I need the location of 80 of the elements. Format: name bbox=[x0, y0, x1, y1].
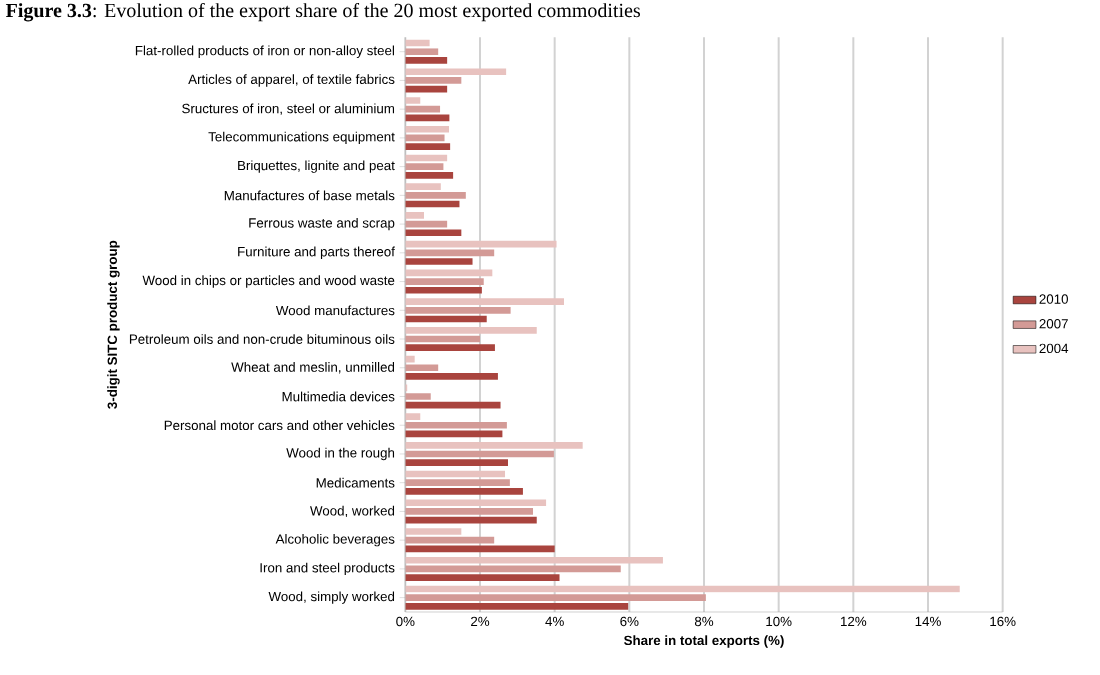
bar bbox=[405, 212, 424, 219]
x-axis-title: Share in total exports (%) bbox=[623, 635, 784, 648]
bar bbox=[405, 459, 508, 467]
y-tick-label: Articles of apparel, of textile fabrics bbox=[188, 74, 395, 87]
bar bbox=[405, 450, 554, 458]
x-tick-label: 16% bbox=[990, 616, 1016, 627]
legend-label: 2007 bbox=[1039, 319, 1068, 329]
bar bbox=[405, 172, 454, 179]
bar bbox=[405, 585, 960, 593]
y-tick-label: Petroleum oils and non-crude bituminous oils bbox=[129, 334, 395, 345]
bar bbox=[405, 287, 482, 294]
bar bbox=[405, 68, 507, 76]
bar bbox=[405, 344, 495, 352]
y-tick-label: Wood in chips or particles and wood waste bbox=[142, 275, 395, 288]
y-tick-label: Medicaments bbox=[316, 477, 395, 488]
y-tick-label: Wood manufactures bbox=[275, 305, 395, 316]
bar bbox=[405, 516, 537, 524]
y-tick-label: Personal motor cars and other vehicles bbox=[164, 420, 395, 431]
bar bbox=[405, 258, 473, 265]
y-tick-label: Sructures of iron, steel or aluminium bbox=[182, 103, 395, 116]
chart-title: Figure 3.3: Evolution of the export share of the 20 most exported commodities bbox=[5, 3, 640, 22]
bar bbox=[405, 229, 462, 237]
y-tick-label: Flat-rolled products of iron or non-alloy steel bbox=[135, 45, 394, 59]
y-tick-label: Wood, worked bbox=[310, 505, 395, 518]
bar bbox=[405, 574, 560, 582]
bar bbox=[405, 97, 421, 105]
bar bbox=[405, 402, 501, 409]
bar bbox=[405, 327, 537, 334]
y-tick-label: Wood in the rough bbox=[286, 447, 395, 461]
y-tick-label: Iron and steel products bbox=[260, 562, 395, 576]
bar bbox=[405, 163, 444, 171]
y-tick-label: Ferrous waste and scrap bbox=[249, 218, 395, 231]
bar bbox=[405, 488, 523, 495]
y-tick-label: Wood, simply worked bbox=[268, 591, 395, 605]
bar bbox=[405, 298, 564, 306]
legend-label: 2004 bbox=[1039, 343, 1069, 354]
x-tick-label: 6% bbox=[620, 616, 639, 627]
bar bbox=[405, 143, 451, 151]
y-tick-label: Briquettes, lignite and peat bbox=[238, 160, 395, 174]
bar bbox=[405, 315, 487, 323]
y-tick-label: Telecommunications equipment bbox=[208, 131, 395, 145]
bar bbox=[405, 114, 450, 122]
x-tick-label: 8% bbox=[694, 616, 714, 627]
bar bbox=[405, 528, 462, 535]
bar bbox=[405, 364, 439, 372]
bar bbox=[405, 307, 511, 314]
bar bbox=[405, 126, 450, 133]
y-tick-label: Manufactures of base metals bbox=[224, 190, 395, 201]
bar bbox=[405, 77, 462, 84]
bar bbox=[405, 565, 621, 573]
y-tick-label: Furniture and parts thereof bbox=[238, 246, 395, 260]
y-tick-label: Multimedia devices bbox=[282, 391, 395, 402]
bar bbox=[405, 413, 421, 421]
y-tick-label: Alcoholic beverages bbox=[275, 534, 395, 547]
bar bbox=[405, 479, 510, 487]
bar bbox=[405, 508, 534, 515]
bar bbox=[405, 249, 495, 257]
bar bbox=[405, 183, 441, 191]
bar bbox=[405, 393, 431, 400]
bar bbox=[405, 603, 629, 610]
bar bbox=[405, 422, 507, 429]
x-tick-label: 14% bbox=[915, 616, 941, 627]
y-axis-title: 3-digit SITC product group bbox=[107, 240, 120, 409]
bar bbox=[405, 499, 547, 507]
bar bbox=[405, 545, 555, 553]
legend-label: 2010 bbox=[1039, 294, 1068, 304]
x-tick-label: 0% bbox=[396, 616, 415, 627]
bar bbox=[405, 373, 498, 380]
bar bbox=[405, 442, 583, 449]
x-tick-label: 4% bbox=[545, 616, 564, 627]
x-tick-label: 12% bbox=[841, 616, 867, 627]
y-tick-label: Wheat and meslin, unmilled bbox=[231, 362, 395, 374]
x-tick-label: 10% bbox=[766, 616, 792, 627]
bar bbox=[405, 278, 484, 286]
bar bbox=[405, 557, 663, 564]
x-tick-label: 2% bbox=[471, 616, 490, 627]
bar bbox=[405, 192, 466, 199]
bar bbox=[405, 57, 448, 64]
bar bbox=[405, 241, 557, 248]
bar bbox=[405, 594, 706, 602]
